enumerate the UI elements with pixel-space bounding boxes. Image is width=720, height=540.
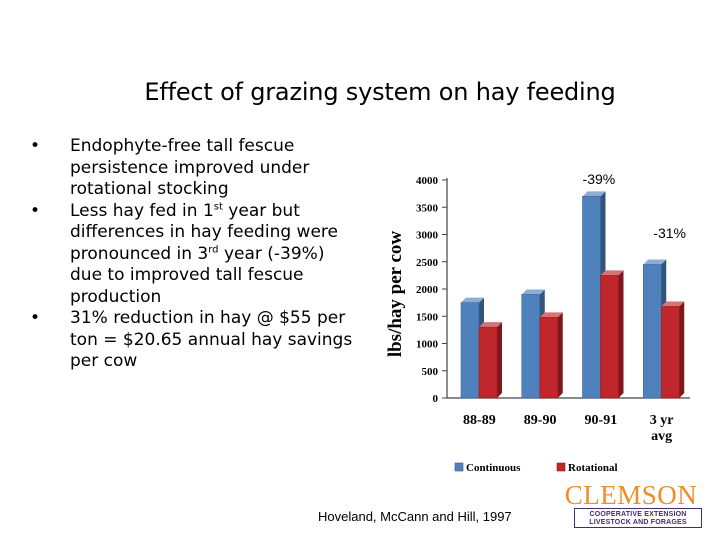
bar-top-continuous <box>643 259 667 265</box>
clemson-subtitle-box: COOPERATIVE EXTENSION LIVESTOCK AND FORA… <box>574 508 702 528</box>
y-tick-label: 2000 <box>416 284 439 296</box>
y-axis-label: lbs/hay per cow <box>385 231 406 358</box>
bar-side-rotational <box>618 270 624 398</box>
bar-top-continuous <box>461 297 484 303</box>
x-tick-label: 90-91 <box>585 413 618 428</box>
bar-top-rotational <box>539 312 563 318</box>
bar-top-rotational <box>661 301 685 307</box>
y-tick-label: 0 <box>433 393 439 405</box>
y-tick-label: 500 <box>422 366 439 378</box>
bullet-text: 31% reduction in hay @ $55 per ton = $20… <box>70 308 353 371</box>
bar-top-continuous <box>582 191 606 197</box>
bar-continuous <box>642 264 662 399</box>
bullet-item: 31% reduction in hay @ $55 per ton = $20… <box>30 308 360 373</box>
bullet-superscript: st <box>213 200 223 212</box>
clemson-logo: CLEMSON COOPERATIVE EXTENSION LIVESTOCK … <box>556 480 706 530</box>
bar-continuous <box>521 294 541 399</box>
slide-title: Effect of grazing system on hay feeding <box>144 78 616 106</box>
bar-side-rotational <box>557 312 563 398</box>
bar-continuous <box>582 196 601 399</box>
y-tick-label: 2500 <box>416 257 439 269</box>
bullet-text: year but differences in hay feeding were… <box>70 200 338 264</box>
bullet-item: Endophyte-free tall fescue persistence i… <box>30 136 360 201</box>
legend-label: Rotational <box>568 462 618 474</box>
bullet-item: Less hay fed in 1st year but differences… <box>30 201 360 309</box>
legend-swatch-rotational <box>556 462 566 472</box>
bar-top-rotational <box>479 322 502 328</box>
y-tick-label: 4000 <box>416 175 439 187</box>
bar-top-continuous <box>521 289 545 295</box>
legend-swatch-continuous <box>454 462 464 472</box>
x-tick-label: 88-89 <box>463 413 496 428</box>
bar-rotational <box>478 326 498 399</box>
annotation-label: -31% <box>653 225 686 241</box>
x-tick-label: 3 yr <box>650 413 674 428</box>
bar-side-rotational <box>679 301 685 398</box>
y-tick-label: 1500 <box>416 311 439 323</box>
citation: Hoveland, McCann and Hill, 1997 <box>318 509 512 524</box>
bar-rotational <box>660 306 680 399</box>
y-tick-label: 1000 <box>416 339 439 351</box>
x-tick-label: avg <box>651 429 672 444</box>
bar-top-rotational <box>600 270 624 276</box>
clemson-subtitle-line-1: COOPERATIVE EXTENSION <box>589 511 687 518</box>
bullet-text: Less hay fed in 1 <box>70 200 214 221</box>
bullet-text: Endophyte-free tall fescue persistence i… <box>70 136 310 199</box>
bar-rotational <box>539 317 559 399</box>
bar-continuous <box>460 302 480 399</box>
annotation-label: -39% <box>583 171 616 187</box>
clemson-subtitle-line-2: LIVESTOCK AND FORAGES <box>589 519 687 526</box>
bar-chart: lbs/hay per cow 0 500 1000 1500 2000 2500 3000 3… <box>385 171 690 474</box>
y-tick-label: 3000 <box>416 230 439 242</box>
bar-rotational <box>600 275 619 399</box>
y-tick-label: 3500 <box>416 202 439 214</box>
bullet-text: year (-39%) due to improved tall fescue … <box>70 243 325 307</box>
bullet-list: Endophyte-free tall fescue persistence i… <box>30 136 360 373</box>
bar-side-rotational <box>497 322 502 398</box>
legend-label: Continuous <box>466 462 521 474</box>
x-tick-label: 89-90 <box>524 413 557 428</box>
clemson-wordmark: CLEMSON <box>564 480 698 510</box>
bullet-superscript: rd <box>208 243 219 255</box>
